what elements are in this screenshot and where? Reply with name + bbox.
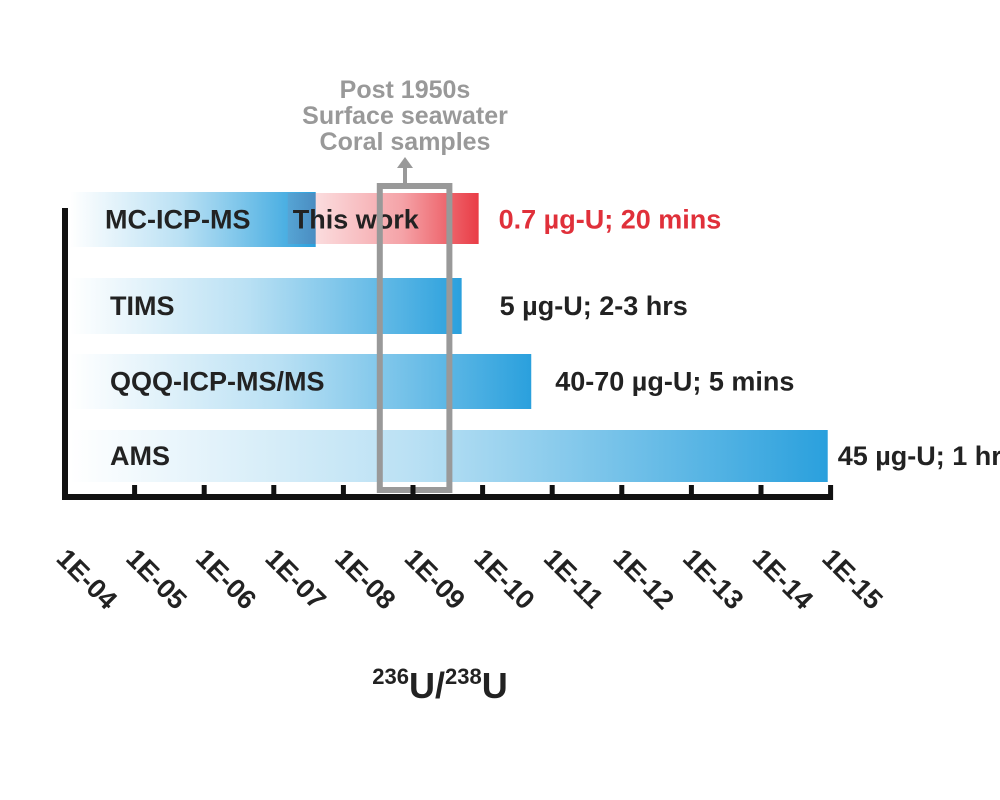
x-tick-label-9: 1E-12	[608, 543, 680, 615]
bar-label-1: MC-ICP-MS	[105, 205, 250, 235]
x-tick-label-2: 1E-05	[120, 543, 192, 615]
highlight-label: This work	[293, 205, 420, 235]
annotation-arrow-head	[397, 157, 413, 168]
x-axis-title-main2: U	[482, 665, 508, 706]
bar-label-3: QQQ-ICP-MS/MS	[110, 367, 325, 397]
x-tick-label-8: 1E-11	[538, 543, 609, 614]
ticks-layer	[62, 485, 834, 500]
annotation-line-3: Coral samples	[320, 128, 491, 156]
x-tick-label-5: 1E-08	[329, 543, 401, 615]
annotation-line-1: Post 1950s	[340, 76, 471, 104]
x-tick-label-10: 1E-13	[677, 543, 749, 615]
x-axis-title-main1: U/	[409, 665, 445, 706]
bar-label-4: AMS	[110, 441, 170, 471]
x-tick-label-3: 1E-06	[190, 543, 262, 615]
tick-labels-layer: 1E-041E-051E-061E-071E-081E-091E-101E-11…	[51, 543, 889, 615]
x-axis-title-sup2: 238	[445, 664, 482, 689]
x-axis-title-sup1: 236	[372, 664, 409, 689]
x-axis-title: 236U/238U	[372, 664, 507, 706]
highlight-layer: This work 0.7 µg-U; 20 mins	[287, 193, 722, 244]
x-tick-label-7: 1E-10	[468, 543, 540, 615]
x-tick-label-12: 1E-15	[816, 543, 888, 615]
x-tick-label-11: 1E-14	[747, 543, 819, 615]
bar-label-2: TIMS	[110, 291, 175, 321]
bar-1	[70, 192, 316, 247]
side-label-3: 40-70 µg-U; 5 mins	[555, 367, 794, 397]
axes: 1E-041E-051E-061E-071E-081E-091E-101E-11…	[51, 208, 889, 615]
bars-layer: MC-ICP-MS 5 µg-U; 2-3 hrs TIMS 40-70 µg-U; …	[70, 192, 1000, 482]
x-tick-label-4: 1E-07	[260, 543, 332, 615]
side-label-2: 5 µg-U; 2-3 hrs	[500, 291, 688, 321]
annotation-line-2: Surface seawater	[302, 102, 508, 130]
x-tick-label-1: 1E-04	[51, 543, 123, 615]
bar-2	[70, 278, 462, 334]
side-label-1: 0.7 µg-U; 20 mins	[499, 205, 722, 235]
bar-3	[70, 354, 532, 409]
annotation: Post 1950s Surface seawater Coral sample…	[302, 76, 508, 493]
side-label-4: 45 µg-U; 1 hr	[838, 441, 1000, 471]
x-tick-label-6: 1E-09	[399, 543, 471, 615]
